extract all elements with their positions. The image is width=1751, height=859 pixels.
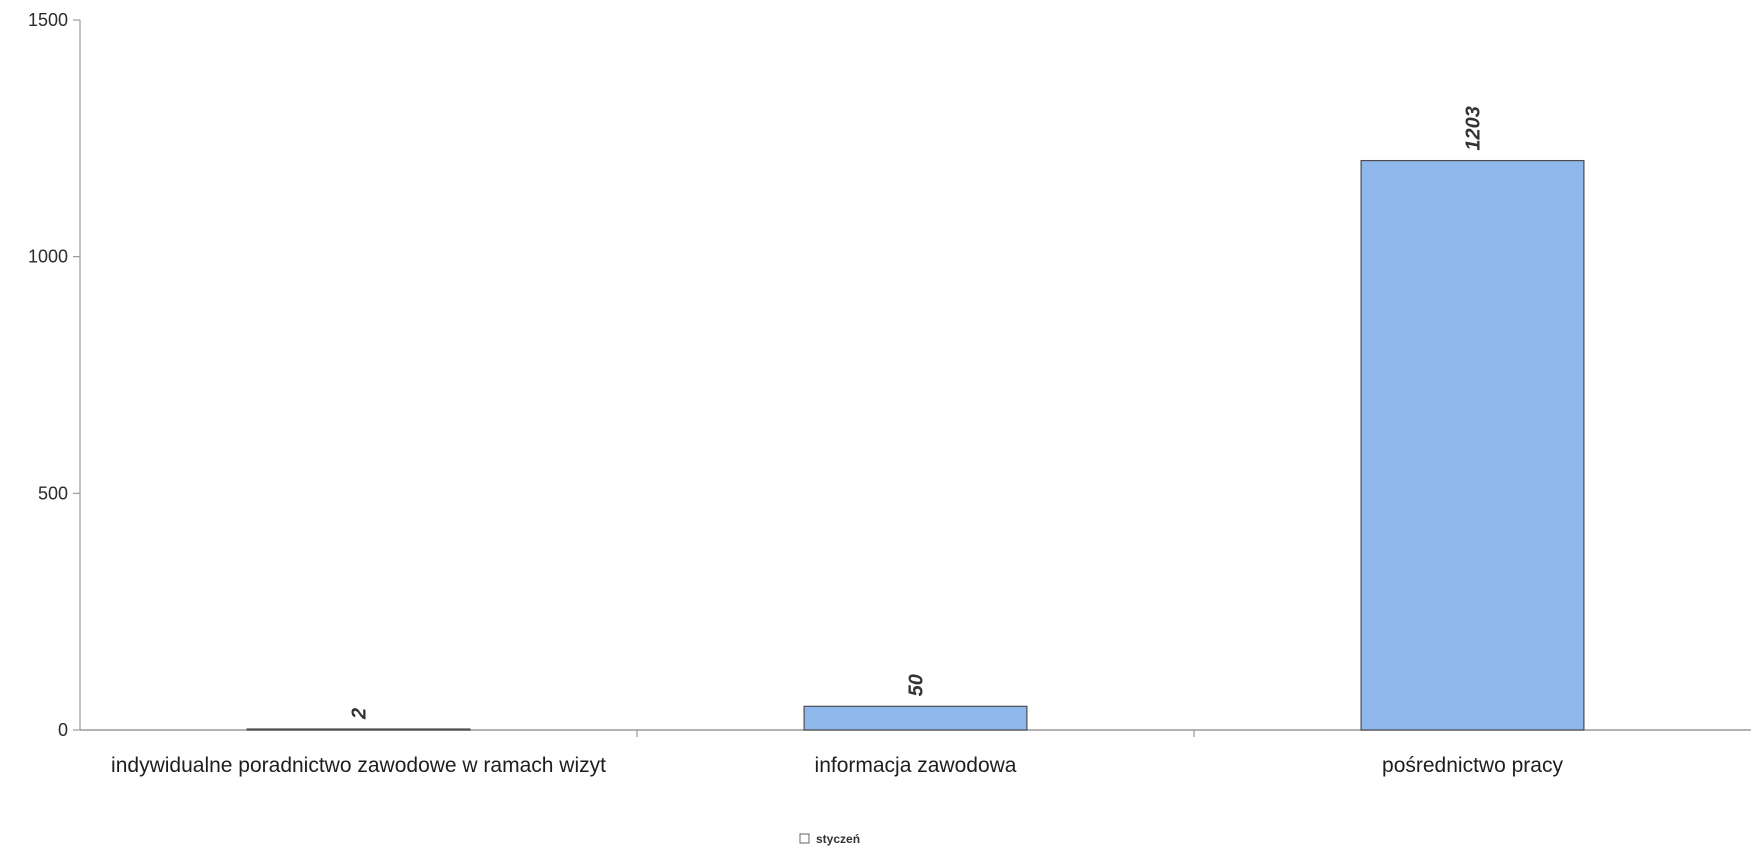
bar xyxy=(246,728,471,731)
data-label: 2 xyxy=(349,708,371,720)
legend: styczeń xyxy=(799,832,860,846)
bar xyxy=(803,705,1028,731)
x-tick-label: informacja zawodowa xyxy=(815,754,1017,777)
x-tick-label: pośrednictwo pracy xyxy=(1382,754,1563,777)
data-label: 1203 xyxy=(1463,106,1485,151)
bar xyxy=(1360,159,1585,731)
y-tick-label: 500 xyxy=(38,483,68,503)
x-tick-label: indywidualne poradnictwo zawodowe w rama… xyxy=(111,754,606,777)
bars xyxy=(246,159,1585,731)
y-tick-label: 0 xyxy=(58,720,68,740)
legend-label: styczeń xyxy=(816,832,860,846)
y-tick-label: 1500 xyxy=(28,10,68,30)
legend-swatch xyxy=(799,833,810,844)
y-tick-label: 1000 xyxy=(28,247,68,267)
data-label: 50 xyxy=(906,674,928,696)
labels: 2 indywidualne poradnictwo zawodowe w ram… xyxy=(111,106,1563,777)
